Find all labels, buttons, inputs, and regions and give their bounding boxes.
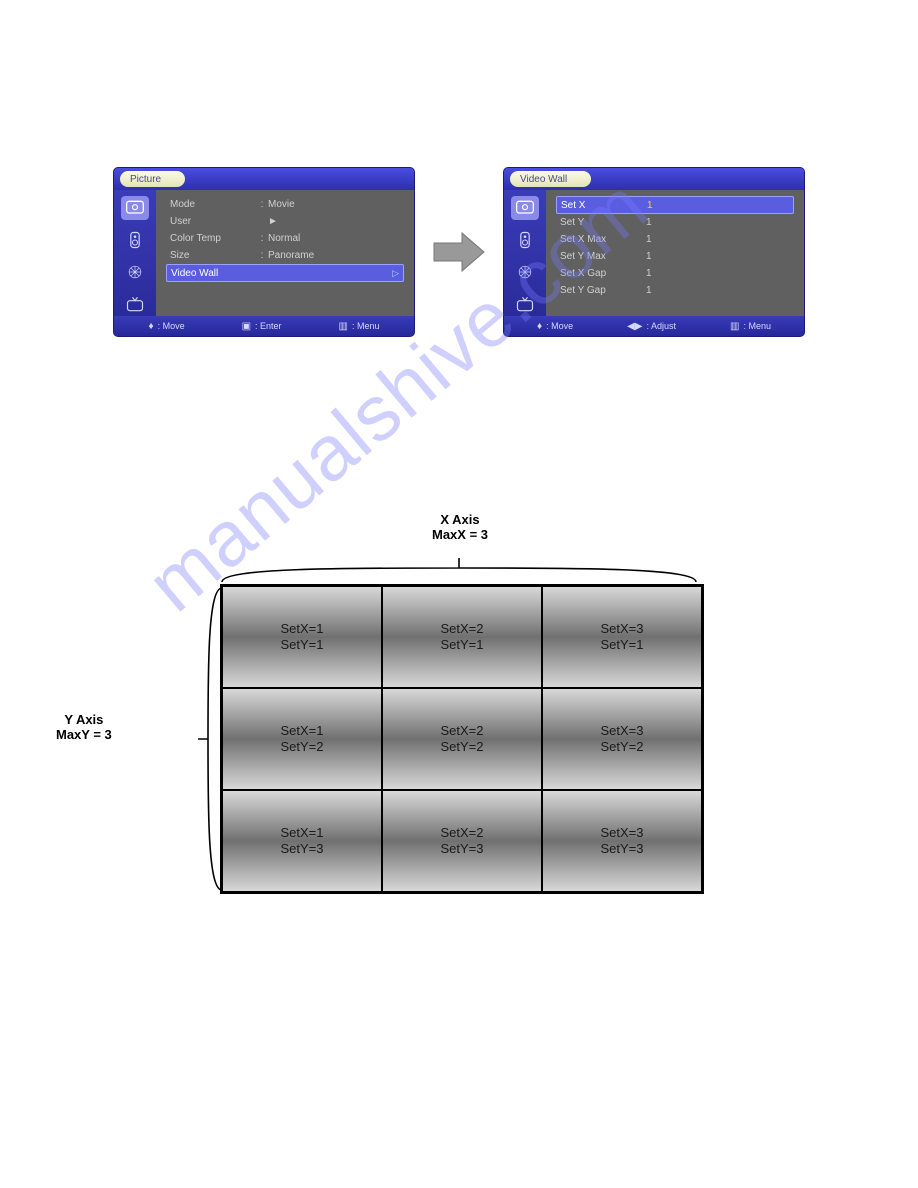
menu-label: Set X Max bbox=[560, 234, 646, 245]
grid-row: SetX=1SetY=1 SetX=2SetY=1 SetX=3SetY=1 bbox=[222, 586, 702, 688]
osd-row: Picture Mode : Movie User ► bbox=[114, 168, 804, 336]
menu-item-mode[interactable]: Mode : Movie bbox=[166, 196, 404, 213]
monitor-cell: SetX=3SetY=2 bbox=[542, 688, 702, 790]
osd-title: Video Wall bbox=[510, 171, 591, 187]
enter-icon: ▣ bbox=[242, 321, 251, 332]
updown-icon: ♦ bbox=[537, 321, 542, 332]
menu-label: Set X bbox=[561, 200, 647, 211]
menu-label: Set Y bbox=[560, 217, 646, 228]
menu-item-setxmax[interactable]: Set X Max 1 bbox=[556, 231, 794, 248]
monitor-cell: SetX=2SetY=1 bbox=[382, 586, 542, 688]
footer-hint-enter: ▣: Enter bbox=[242, 321, 282, 332]
osd-content-right: Set X 1 Set Y 1 Set X Max 1 Set Y Max 1 … bbox=[546, 190, 804, 316]
osd-sidebar bbox=[504, 190, 546, 316]
menu-item-colortemp[interactable]: Color Temp : Normal bbox=[166, 230, 404, 247]
osd-picture: Picture Mode : Movie User ► bbox=[114, 168, 414, 336]
footer-hint-adjust: ◀▶: Adjust bbox=[627, 321, 676, 332]
sound-icon[interactable] bbox=[121, 228, 149, 252]
osd-content-left: Mode : Movie User ► Color Temp : Normal … bbox=[156, 190, 414, 316]
footer-hint-move: ♦: Move bbox=[148, 321, 184, 332]
transition-arrow-icon bbox=[432, 231, 486, 273]
monitor-cell: SetX=3SetY=3 bbox=[542, 790, 702, 892]
tv-icon[interactable] bbox=[511, 292, 539, 316]
menu-item-setymax[interactable]: Set Y Max 1 bbox=[556, 248, 794, 265]
menu-value: 1 bbox=[646, 268, 790, 279]
menu-label: Set Y Max bbox=[560, 251, 646, 262]
osd-titlebar: Picture bbox=[114, 168, 414, 190]
menu-value: 1 bbox=[646, 285, 790, 296]
setup-icon[interactable] bbox=[121, 260, 149, 284]
sound-icon[interactable] bbox=[511, 228, 539, 252]
osd-titlebar: Video Wall bbox=[504, 168, 804, 190]
menu-icon: ▥ bbox=[339, 321, 348, 332]
monitor-cell: SetX=1SetY=1 bbox=[222, 586, 382, 688]
footer-hint-menu: ▥: Menu bbox=[730, 321, 771, 332]
menu-item-size[interactable]: Size : Panorame bbox=[166, 247, 404, 264]
menu-value: Normal bbox=[268, 233, 400, 244]
tv-icon[interactable] bbox=[121, 292, 149, 316]
menu-value: 1 bbox=[646, 217, 790, 228]
grid-row: SetX=1SetY=2 SetX=2SetY=2 SetX=3SetY=2 bbox=[222, 688, 702, 790]
grid-row: SetX=1SetY=3 SetX=2SetY=3 SetX=3SetY=3 bbox=[222, 790, 702, 892]
menu-icon: ▥ bbox=[730, 321, 739, 332]
menu-item-setygap[interactable]: Set Y Gap 1 bbox=[556, 282, 794, 299]
osd-body: Mode : Movie User ► Color Temp : Normal … bbox=[114, 190, 414, 316]
setup-icon[interactable] bbox=[511, 260, 539, 284]
monitor-cell: SetX=2SetY=3 bbox=[382, 790, 542, 892]
monitor-cell: SetX=3SetY=1 bbox=[542, 586, 702, 688]
picture-icon[interactable] bbox=[511, 196, 539, 220]
menu-item-sety[interactable]: Set Y 1 bbox=[556, 214, 794, 231]
monitor-cell: SetX=1SetY=3 bbox=[222, 790, 382, 892]
menu-label: Color Temp bbox=[170, 233, 256, 244]
osd-body: Set X 1 Set Y 1 Set X Max 1 Set Y Max 1 … bbox=[504, 190, 804, 316]
x-brace-icon bbox=[220, 554, 698, 584]
menu-value: ► bbox=[268, 216, 400, 227]
leftright-icon: ◀▶ bbox=[627, 321, 642, 332]
menu-label: Set X Gap bbox=[560, 268, 646, 279]
osd-videowall: Video Wall Set X 1 Set Y 1 Set X Max bbox=[504, 168, 804, 336]
menu-item-setxgap[interactable]: Set X Gap 1 bbox=[556, 265, 794, 282]
picture-icon[interactable] bbox=[121, 196, 149, 220]
menu-label: Size bbox=[170, 250, 256, 261]
menu-item-user[interactable]: User ► bbox=[166, 213, 404, 230]
menu-value: 1 bbox=[647, 200, 789, 211]
osd-footer: ♦: Move ◀▶: Adjust ▥: Menu bbox=[504, 316, 804, 336]
footer-hint-move: ♦: Move bbox=[537, 321, 573, 332]
menu-value: Panorame bbox=[268, 250, 400, 261]
y-axis-label: Y Axis MaxY = 3 bbox=[56, 712, 112, 742]
menu-label: Set Y Gap bbox=[560, 285, 646, 296]
menu-sep: : bbox=[256, 199, 268, 210]
osd-footer: ♦: Move ▣: Enter ▥: Menu bbox=[114, 316, 414, 336]
monitor-cell: SetX=2SetY=2 bbox=[382, 688, 542, 790]
menu-label: User bbox=[170, 216, 256, 227]
submenu-arrow-icon: ▷ bbox=[392, 268, 399, 279]
menu-item-videowall[interactable]: Video Wall ▷ bbox=[166, 264, 404, 282]
menu-value: Movie bbox=[268, 199, 400, 210]
menu-label: Mode bbox=[170, 199, 256, 210]
osd-sidebar bbox=[114, 190, 156, 316]
footer-hint-menu: ▥: Menu bbox=[339, 321, 380, 332]
menu-item-setx[interactable]: Set X 1 bbox=[556, 196, 794, 214]
x-axis-label: X Axis MaxX = 3 bbox=[432, 512, 488, 542]
updown-icon: ♦ bbox=[148, 321, 153, 332]
monitor-cell: SetX=1SetY=2 bbox=[222, 688, 382, 790]
monitor-grid: SetX=1SetY=1 SetX=2SetY=1 SetX=3SetY=1 S… bbox=[220, 584, 704, 894]
menu-label: Video Wall bbox=[171, 268, 257, 279]
menu-value: 1 bbox=[646, 251, 790, 262]
osd-title: Picture bbox=[120, 171, 185, 187]
menu-value: 1 bbox=[646, 234, 790, 245]
